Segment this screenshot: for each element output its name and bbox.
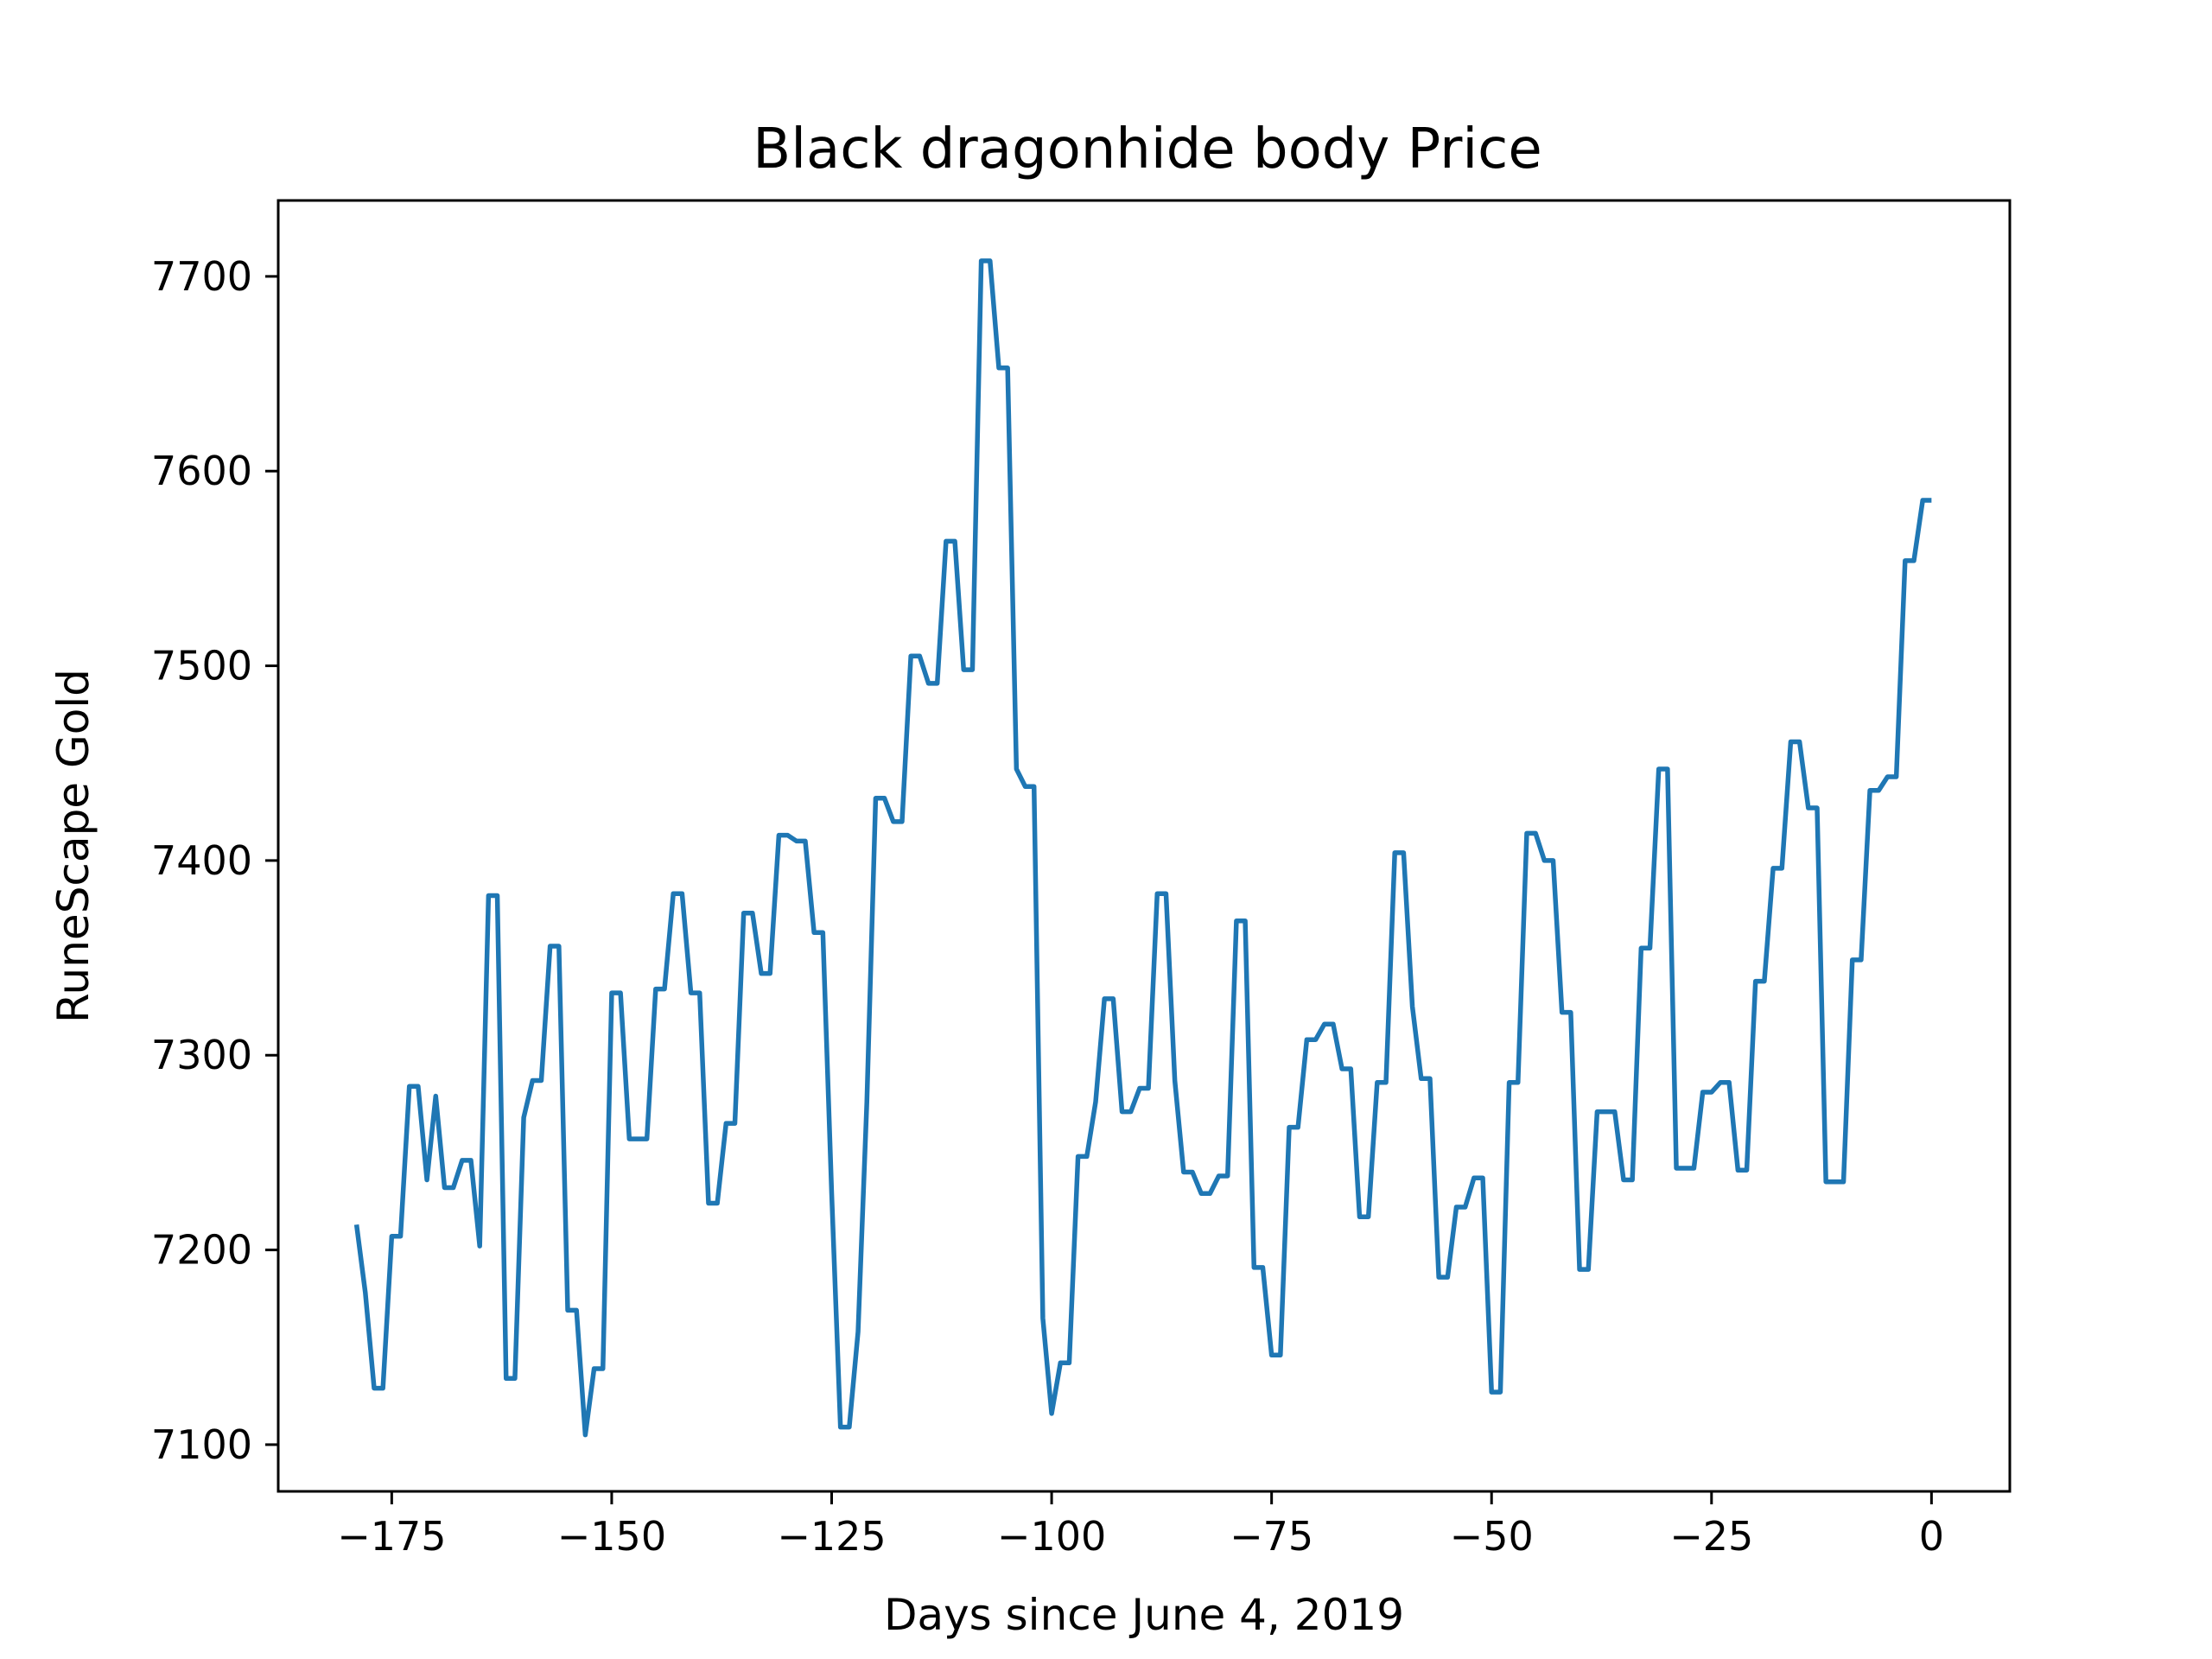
series-line-price	[353, 258, 1932, 1438]
x-tick-label: −50	[1450, 1513, 1534, 1560]
y-axis: 7100 7200 7300 7400 7500 7600 7700	[151, 253, 278, 1468]
x-tick-label: −150	[557, 1513, 666, 1560]
x-tick-label: −100	[997, 1513, 1106, 1560]
plot-frame	[276, 199, 2012, 1493]
x-axis: −175 −150 −125 −100 −75 −50 −25 0	[337, 1491, 1944, 1560]
y-tick-label: 7400	[151, 837, 252, 884]
y-axis-label: RuneScape Gold	[48, 669, 99, 1023]
x-tick-label: 0	[1919, 1513, 1944, 1560]
x-tick-label: −175	[337, 1513, 446, 1560]
y-tick-label: 7600	[151, 448, 252, 494]
x-tick-label: −125	[777, 1513, 886, 1560]
y-tick-label: 7100	[151, 1421, 252, 1468]
x-axis-label: Days since June 4, 2019	[884, 1590, 1404, 1640]
y-tick-label: 7200	[151, 1227, 252, 1274]
y-tick-label: 7700	[151, 253, 252, 300]
y-tick-label: 7500	[151, 643, 252, 690]
y-tick-label: 7300	[151, 1032, 252, 1078]
x-tick-label: −75	[1230, 1513, 1313, 1560]
chart-title: Black dragonhide body Price	[753, 118, 1541, 181]
x-tick-label: −25	[1669, 1513, 1753, 1560]
plot-area	[276, 199, 2012, 1493]
